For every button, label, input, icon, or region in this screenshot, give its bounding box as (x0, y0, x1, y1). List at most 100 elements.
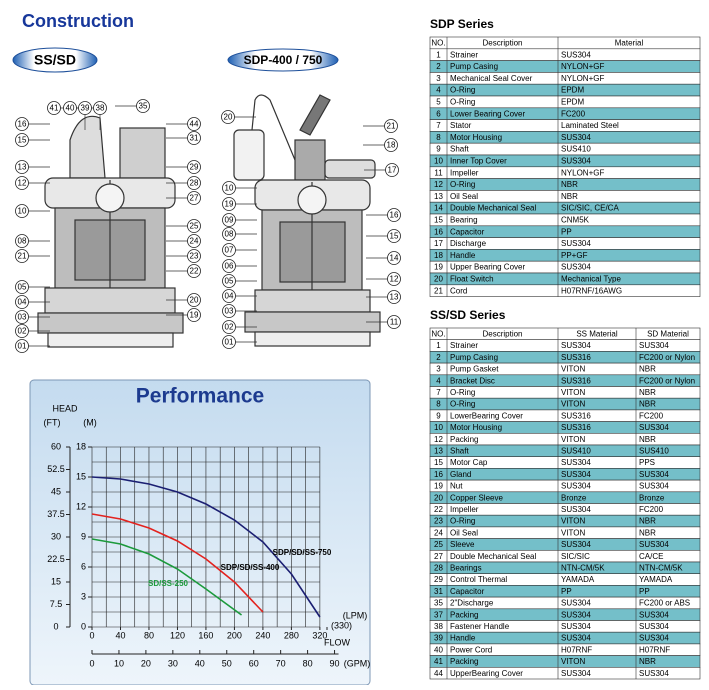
table-cell: FC200 or ABS (639, 599, 690, 608)
x2-tick-label: 70 (276, 658, 286, 668)
y2-tick-label: 45 (51, 486, 61, 496)
callout: 28 (190, 179, 199, 188)
x-tick-label: 80 (144, 630, 154, 640)
callout-circle (222, 274, 236, 288)
table-cell: Control Thermal (450, 575, 507, 584)
y-tick-label: 15 (76, 471, 86, 481)
table-cell: Handle (450, 251, 476, 260)
table-cell: SUS304 (561, 470, 591, 479)
table-header: Description (482, 39, 522, 48)
table-title: SDP Series (430, 17, 494, 31)
y2-tick-label: 0 (53, 621, 58, 631)
table-cell: Motor Housing (450, 423, 502, 432)
table-cell: SUS304 (561, 610, 591, 619)
table-cell: Capacitor (450, 227, 485, 236)
callout: 03 (18, 313, 27, 322)
table-cell: 19 (434, 482, 443, 491)
callout-circle (187, 176, 201, 190)
callout-circle (15, 133, 29, 147)
callout: 29 (190, 163, 199, 172)
callout: 15 (18, 136, 27, 145)
table-cell: 12 (434, 180, 443, 189)
callout-circle (187, 308, 201, 322)
table-cell: 18 (434, 251, 443, 260)
table-cell: Strainer (450, 50, 478, 59)
table-cell: 7 (436, 388, 441, 397)
callout: 06 (225, 262, 234, 271)
table-cell: SUS304 (561, 540, 591, 549)
x2-tick-label: 90 (330, 658, 340, 668)
callout-circle (387, 208, 401, 222)
callout-circle (136, 99, 150, 113)
table-cell: Lower Bearing Cover (450, 109, 525, 118)
callout-circle (15, 324, 29, 338)
callout: 40 (66, 104, 75, 113)
series-label: SD/SS-250 (148, 579, 189, 588)
table-cell: 39 (434, 634, 443, 643)
table-cell: SUS304 (639, 482, 669, 491)
series-label: SDP/SD/SS-400 (221, 563, 280, 572)
table-cell: 4 (436, 86, 441, 95)
callout: 22 (190, 267, 199, 276)
table-cell: Pump Gasket (450, 365, 499, 374)
table-cell: UpperBearing Cover (450, 669, 523, 678)
callout-circle (187, 160, 201, 174)
callout: 14 (390, 254, 399, 263)
table-header: NO. (431, 39, 445, 48)
table-cell: SUS304 (639, 470, 669, 479)
table-cell: SUS304 (639, 669, 669, 678)
table-cell: Copper Sleeve (450, 493, 503, 502)
callout: 07 (225, 246, 234, 255)
callout-circle (222, 289, 236, 303)
x-tick-label: (330) (331, 620, 352, 630)
table-cell: NYLON+GF (561, 74, 604, 83)
badge-bg (12, 47, 98, 73)
table-cell: O-Ring (450, 388, 475, 397)
callout-circle (222, 320, 236, 334)
table-cell: Impeller (450, 168, 479, 177)
table-cell: 8 (436, 133, 441, 142)
x2-tick-label: 10 (114, 658, 124, 668)
table-cell: 31 (434, 587, 443, 596)
section-title: Construction (22, 11, 134, 31)
table-cell: Capacitor (450, 587, 485, 596)
table-cell: H07RNF (639, 645, 670, 654)
callout: 08 (18, 237, 27, 246)
table-cell: 2 (436, 353, 441, 362)
table-cell: O-Ring (450, 98, 475, 107)
callout-circle (222, 243, 236, 257)
series-label: SDP/SD/SS-750 (273, 548, 332, 557)
table-cell: 41 (434, 657, 443, 666)
callout-circle (222, 213, 236, 227)
table-cell: 17 (434, 239, 443, 248)
table-cell: SUS304 (639, 423, 669, 432)
table-cell: VITON (561, 517, 586, 526)
table-cell: Sleeve (450, 540, 475, 549)
callout: 03 (225, 307, 234, 316)
table-cell: 21 (434, 286, 443, 295)
table-cell: SUS304 (561, 622, 591, 631)
table-cell: CA/CE (639, 552, 663, 561)
table-cell: 16 (434, 227, 443, 236)
callout-circle (15, 204, 29, 218)
table-cell: SUS304 (561, 157, 591, 166)
chart-title: Performance (136, 385, 264, 408)
y-tick-label: 0 (81, 621, 86, 631)
table-cell: VITON (561, 400, 586, 409)
table-cell: H07RNF/16AWG (561, 286, 622, 295)
table-cell: NBR (639, 435, 656, 444)
callout: 05 (18, 283, 27, 292)
callout: 16 (18, 120, 27, 129)
callout: 01 (225, 338, 234, 347)
x-unit: (LPM) (343, 610, 368, 620)
table-cell: Fastener Handle (450, 622, 510, 631)
x-tick-label: 320 (312, 630, 327, 640)
callout-circle (187, 249, 201, 263)
callout: 38 (96, 104, 105, 113)
table-cell: SUS316 (561, 376, 591, 385)
callout-circle (15, 160, 29, 174)
x2-tick-label: 30 (168, 658, 178, 668)
table-cell: NBR (561, 180, 578, 189)
callout: 13 (390, 293, 399, 302)
callout-circle (15, 249, 29, 263)
